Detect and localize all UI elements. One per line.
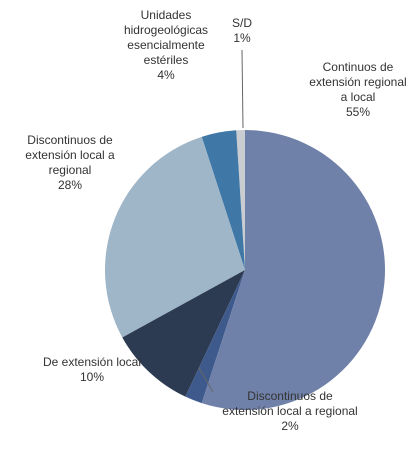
slice-label: S/D 1% xyxy=(222,16,262,46)
pie-slice xyxy=(201,130,386,411)
category-name: S/D xyxy=(231,16,252,30)
leader-line xyxy=(241,49,244,129)
value-label: 1% xyxy=(233,31,251,45)
value-label: 10% xyxy=(79,370,105,384)
pie-slice xyxy=(201,130,245,270)
slice-label: Discontinuos de extensión local a region… xyxy=(220,389,360,434)
pie-slice xyxy=(104,136,245,338)
pie-slice xyxy=(236,130,245,270)
slice-label: De extensión local 10% xyxy=(22,355,162,385)
category-name: De extensión local xyxy=(42,355,142,369)
value-label: 55% xyxy=(345,105,371,119)
leader-line xyxy=(198,367,214,393)
value-label: 4% xyxy=(157,68,175,82)
slice-label: Unidades hidrogeológicas esencialmente e… xyxy=(111,8,221,83)
value-label: 28% xyxy=(57,178,83,192)
value-label: 2% xyxy=(281,419,299,433)
slice-label: Continuos de extensión regional a local 5… xyxy=(308,60,408,120)
category-name: Continuos de extensión regional a local xyxy=(309,60,407,104)
slice-label: Discontinuos de extensión local a region… xyxy=(23,133,118,193)
category-name: Discontinuos de extensión local a region… xyxy=(25,133,115,177)
pie-slice xyxy=(122,270,245,397)
category-name: Unidades hidrogeológicas esencialmente e… xyxy=(123,8,209,67)
category-name: Discontinuos de extensión local a region… xyxy=(222,389,358,418)
